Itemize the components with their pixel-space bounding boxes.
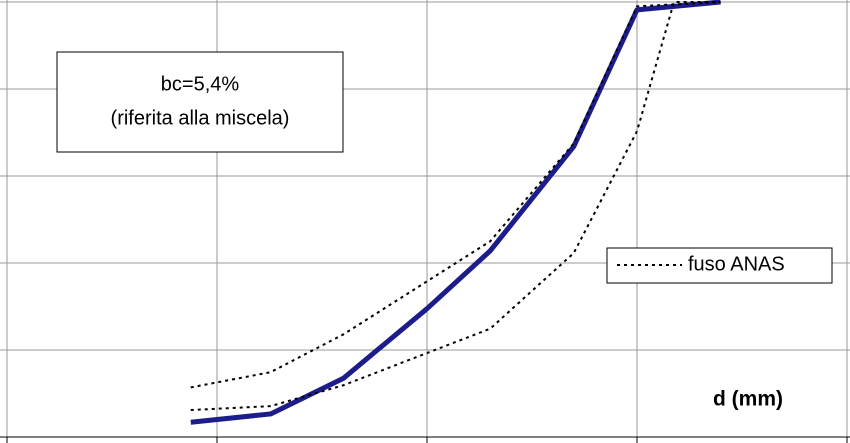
legend-box (606, 247, 833, 284)
x-axis-label: d (mm) (713, 388, 783, 411)
series-line (190, 0, 721, 425)
annotation: (riferita alla miscela) (111, 107, 290, 129)
series-line (190, 1, 721, 412)
annotation: bc=5,4% (161, 73, 240, 95)
legend-label: fuso ANAS (688, 253, 785, 275)
annotation-box (56, 51, 344, 153)
series-line (190, 1, 721, 389)
